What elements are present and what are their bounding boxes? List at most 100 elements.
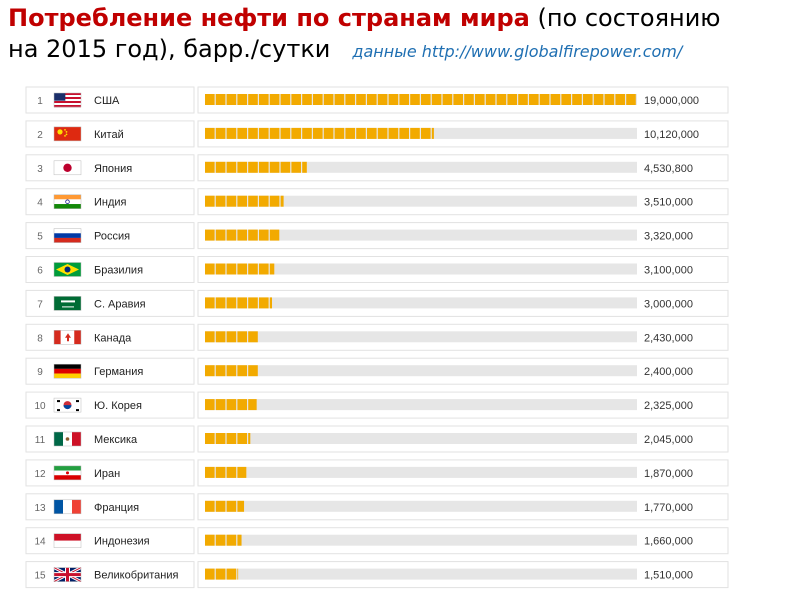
value-label: 3,000,000	[644, 298, 693, 310]
country-label: Бразилия	[94, 265, 143, 277]
flag-indonesia-icon	[53, 533, 82, 548]
country-label: Россия	[94, 231, 130, 243]
flag-iran-icon	[53, 465, 82, 481]
bar-track	[205, 195, 637, 207]
rank-label: 12	[34, 469, 46, 480]
rank-label: 5	[37, 232, 43, 243]
value-label: 2,400,000	[644, 366, 693, 378]
value-label: 3,510,000	[644, 197, 693, 209]
rank-label: 8	[37, 333, 43, 344]
flag-usa-icon	[53, 92, 82, 108]
value-label: 1,770,000	[644, 502, 693, 514]
country-label: Индонезия	[94, 536, 150, 548]
bar-track	[205, 568, 637, 580]
chart-row: 10 Ю. Корея 2,325,000	[25, 391, 729, 419]
rank-label: 6	[37, 266, 43, 277]
bar-track	[205, 534, 637, 546]
country-label: Япония	[94, 163, 132, 175]
value-label: 1,660,000	[644, 536, 693, 548]
chart-row: 11 Мексика 2,045,000	[25, 425, 729, 453]
country-label: Иран	[94, 468, 120, 480]
value-label: 1,510,000	[644, 570, 693, 582]
chart-row: 5 Россия 3,320,000	[25, 222, 729, 250]
value-label: 2,045,000	[644, 434, 693, 446]
chart-row: 9 Германия 2,400,000	[25, 357, 729, 385]
rank-label: 9	[37, 367, 43, 378]
rank-label: 4	[37, 198, 43, 209]
value-label: 4,530,800	[644, 163, 693, 175]
title-tail: (по состоянию	[529, 4, 721, 32]
flag-france-icon	[53, 499, 82, 515]
flag-brazil-icon	[53, 262, 82, 277]
title-main: Потребление нефти по странам мира	[8, 4, 530, 32]
bar	[205, 161, 307, 173]
value-label: 3,320,000	[644, 231, 693, 243]
rank-label: 1	[37, 96, 43, 107]
chart-row: 2 Китай 10,120,000	[25, 120, 729, 148]
country-label: Германия	[94, 366, 143, 378]
value-label: 10,120,000	[644, 129, 699, 141]
rank-label: 15	[34, 571, 46, 582]
rank-label: 2	[37, 130, 43, 141]
bar	[205, 433, 251, 444]
chart-row: 13 Франция 1,770,000	[25, 493, 729, 521]
bar	[205, 466, 247, 478]
flag-germany-icon	[53, 363, 82, 379]
rank-label: 7	[37, 299, 43, 310]
value-label: 2,325,000	[644, 400, 693, 412]
bar	[205, 195, 284, 207]
value-label: 2,430,000	[644, 332, 693, 344]
bar	[205, 365, 258, 377]
bar	[205, 229, 280, 241]
bar	[205, 263, 275, 275]
country-label: Ю. Корея	[94, 400, 142, 412]
flag-south-korea-icon	[53, 397, 82, 413]
bar	[205, 94, 636, 105]
chart-row: 12 Иран 1,870,000	[25, 459, 729, 487]
chart-title: Потребление нефти по странам мира (по со…	[8, 3, 798, 67]
bar-track	[205, 331, 637, 343]
bar-track	[205, 500, 637, 512]
country-label: Мексика	[94, 434, 138, 446]
flag-china-icon	[53, 126, 82, 142]
chart-row: 14 Индонезия 1,660,000	[25, 527, 729, 555]
bar	[205, 127, 434, 139]
rank-label: 11	[35, 435, 46, 446]
bar-track	[205, 263, 637, 275]
bar-track	[205, 466, 637, 478]
flag-mexico-icon	[53, 431, 82, 447]
country-label: Китай	[94, 129, 124, 141]
chart-row: 7 С. Аравия 3,000,000	[25, 289, 729, 317]
chart-row: 8 Канада 2,430,000	[25, 323, 729, 351]
flag-uk-icon	[53, 566, 82, 583]
bar-track	[205, 433, 637, 444]
flag-india-icon	[53, 194, 82, 209]
bar	[205, 399, 257, 411]
bar-track	[205, 161, 637, 173]
country-label: Индия	[94, 197, 127, 209]
country-cell	[25, 561, 195, 589]
country-label: США	[94, 95, 120, 107]
rank-label: 3	[37, 164, 43, 175]
title-line2: на 2015 год), барр./сутки	[8, 35, 331, 63]
bar-track	[205, 297, 637, 309]
bar	[205, 568, 239, 580]
country-label: Великобритания	[94, 570, 179, 582]
value-label: 19,000,000	[644, 95, 699, 107]
chart-row: 4 Индия 3,510,000	[25, 188, 729, 216]
bar-track	[205, 365, 637, 377]
bar	[205, 534, 242, 546]
flag-russia-icon	[53, 228, 82, 243]
chart-row: 15 Великобритания 1,510,000	[25, 561, 729, 589]
country-label: Франция	[94, 502, 139, 514]
bar-track	[205, 229, 637, 241]
flag-japan-icon	[53, 160, 82, 176]
chart-row: 1 США 19,000,000	[25, 86, 729, 114]
rank-label: 14	[34, 537, 46, 548]
rank-label: 13	[34, 503, 46, 514]
rank-label: 10	[34, 401, 46, 412]
value-label: 3,100,000	[644, 265, 693, 277]
country-label: Канада	[94, 332, 132, 344]
chart-row: 6 Бразилия 3,100,000	[25, 256, 729, 283]
